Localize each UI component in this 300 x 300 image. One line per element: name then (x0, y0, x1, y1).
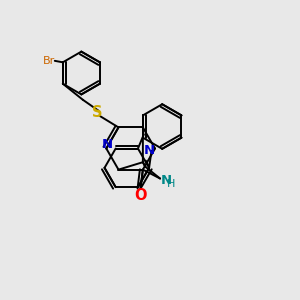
Text: S: S (92, 105, 102, 120)
Text: H: H (167, 179, 176, 189)
Text: O: O (134, 188, 147, 203)
Text: N: N (144, 143, 155, 157)
Text: N: N (160, 174, 172, 188)
Text: Br: Br (43, 56, 56, 66)
Text: N: N (101, 138, 112, 152)
